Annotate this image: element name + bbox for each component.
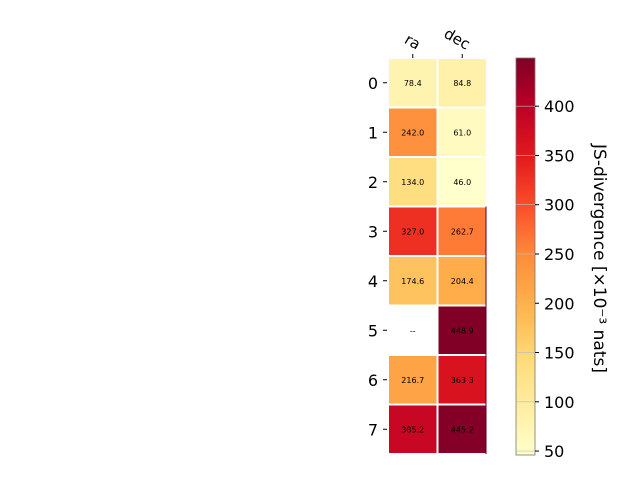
cell-value-label: 385.2	[401, 425, 424, 434]
cell-value-label: 78.4	[404, 79, 422, 88]
cell-value-label: 204.4	[451, 277, 474, 286]
heatmap-cell	[389, 405, 437, 453]
heatmap-cell	[389, 158, 437, 206]
colorbar-tick-label: 250	[544, 245, 575, 264]
heatmap-cell	[438, 207, 486, 255]
heatmap-cell	[389, 108, 437, 156]
row-tick-label: 2	[368, 173, 378, 192]
heatmap-cells: 78.4 84.8 242.0 61.0 134.0 46.0 327.0 262.7 174.…	[389, 59, 487, 454]
cell-value-label: 174.6	[401, 277, 424, 286]
cell-value-label: 262.7	[451, 227, 474, 236]
cell-value-label: 363.3	[451, 376, 474, 385]
colorbar-tick-label: 350	[544, 146, 575, 165]
cell-value-label: 242.0	[401, 128, 424, 137]
cell-value-label: 445.2	[451, 425, 474, 434]
column-tick-labels: ra dec	[401, 24, 473, 58]
cell-value-label: 448.9	[451, 326, 474, 335]
cell-value-label: 46.0	[453, 178, 471, 187]
cell-value-label: 134.0	[401, 178, 424, 187]
colorbar-gradient	[515, 57, 536, 456]
heatmap-cell	[389, 59, 437, 107]
colorbar-tick-label: 150	[544, 344, 575, 363]
colorbar-tick-label: 100	[544, 393, 575, 412]
heatmap-cell	[438, 306, 486, 354]
cell-value-label: 216.7	[401, 376, 424, 385]
colorbar-tick-label: 300	[544, 196, 575, 215]
row-tick-label: 5	[368, 321, 378, 340]
colorbar-label: JS-divergence [×10⁻³ nats]	[589, 143, 609, 373]
row-tick-labels: 0 1 2 3 4 5 6 7	[368, 74, 387, 439]
heatmap-cell	[389, 356, 437, 404]
heatmap-cell	[438, 108, 486, 156]
column-tick-label: ra	[401, 30, 423, 53]
cell-value-label: 84.8	[453, 79, 471, 88]
row-tick-label: 4	[368, 272, 378, 291]
colorbar-tick-label: 50	[544, 442, 564, 461]
cell-value-label: 327.0	[401, 227, 424, 236]
colorbar-tick-label: 400	[544, 97, 575, 116]
heatmap-cell	[438, 405, 486, 453]
heatmap-cell	[438, 158, 486, 206]
heatmap-cell	[438, 356, 486, 404]
row-tick-label: 1	[368, 123, 378, 142]
heatmap-cell	[389, 257, 437, 305]
row-tick-label: 0	[368, 74, 378, 93]
cell-missing-label: --	[410, 326, 416, 335]
heatmap-cell	[438, 59, 486, 107]
row-tick-label: 6	[368, 371, 378, 390]
heatmap-cell	[438, 257, 486, 305]
heatmap-cell	[389, 207, 437, 255]
cell-value-label: 61.0	[453, 128, 471, 137]
column-tick-label: dec	[441, 24, 473, 53]
colorbar-tick-label: 200	[544, 294, 575, 313]
row-tick-label: 7	[368, 420, 378, 439]
colorbar: 50 100 150 200 250 300 350 400 JS-divergence [×1…	[515, 57, 609, 461]
row-tick-label: 3	[368, 222, 378, 241]
